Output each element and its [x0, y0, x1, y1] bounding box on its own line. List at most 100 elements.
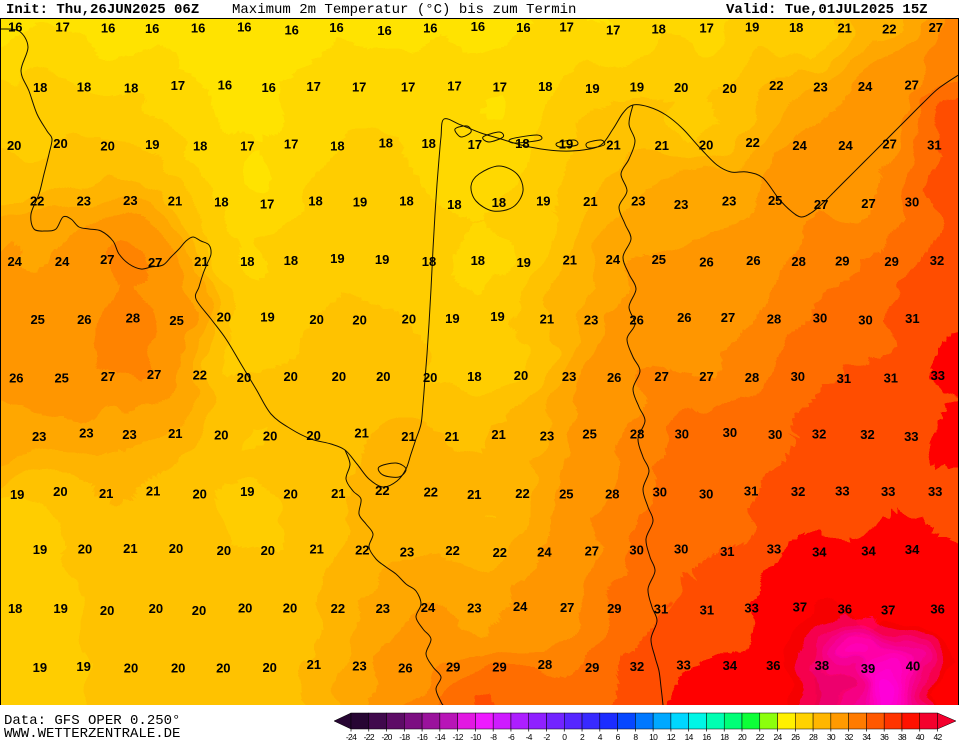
svg-text:16: 16 [145, 21, 159, 36]
svg-text:23: 23 [631, 194, 645, 209]
svg-text:23: 23 [352, 658, 366, 673]
svg-text:20: 20 [722, 81, 736, 96]
svg-text:31: 31 [884, 371, 898, 386]
svg-text:21: 21 [467, 487, 481, 502]
svg-text:17: 17 [240, 139, 254, 154]
svg-text:27: 27 [814, 197, 828, 212]
svg-text:22: 22 [745, 135, 759, 150]
svg-text:12: 12 [667, 732, 676, 741]
svg-text:28: 28 [767, 311, 781, 326]
svg-text:30: 30 [699, 487, 713, 502]
svg-text:20: 20 [171, 660, 185, 675]
svg-text:36: 36 [838, 602, 852, 617]
svg-text:25: 25 [652, 252, 666, 267]
svg-text:33: 33 [835, 484, 849, 499]
svg-text:40: 40 [906, 659, 920, 674]
svg-text:24: 24 [55, 254, 70, 269]
svg-text:23: 23 [584, 313, 598, 328]
svg-text:38: 38 [815, 658, 829, 673]
svg-text:27: 27 [147, 367, 161, 382]
svg-text:22: 22 [355, 543, 369, 558]
svg-text:30: 30 [827, 732, 836, 741]
svg-text:19: 19 [445, 311, 459, 326]
svg-text:27: 27 [699, 369, 713, 384]
svg-text:17: 17 [352, 80, 366, 95]
svg-text:16: 16 [191, 21, 205, 36]
svg-text:23: 23 [32, 429, 46, 444]
svg-text:24: 24 [606, 252, 621, 267]
svg-text:28: 28 [745, 370, 759, 385]
svg-text:16: 16 [284, 22, 298, 37]
svg-text:19: 19 [516, 255, 530, 270]
svg-text:24: 24 [858, 79, 873, 94]
svg-text:23: 23 [77, 194, 91, 209]
svg-text:-20: -20 [381, 732, 392, 741]
svg-text:19: 19 [353, 194, 367, 209]
svg-text:26: 26 [629, 313, 643, 328]
svg-text:20: 20 [332, 369, 346, 384]
svg-text:18: 18 [492, 195, 506, 210]
svg-text:19: 19 [330, 251, 344, 266]
svg-text:22: 22 [30, 193, 44, 208]
svg-text:23: 23 [79, 426, 93, 441]
svg-text:27: 27 [721, 310, 735, 325]
svg-text:21: 21 [491, 427, 505, 442]
svg-text:33: 33 [676, 657, 690, 672]
svg-text:21: 21 [99, 486, 113, 501]
svg-text:30: 30 [674, 542, 688, 557]
svg-text:31: 31 [654, 602, 668, 617]
svg-text:21: 21 [168, 194, 182, 209]
svg-text:17: 17 [559, 20, 573, 35]
svg-text:21: 21 [606, 137, 620, 152]
svg-text:18: 18 [789, 20, 803, 35]
svg-text:19: 19 [76, 659, 90, 674]
svg-text:21: 21 [194, 254, 208, 269]
svg-text:17: 17 [468, 137, 482, 152]
svg-text:21: 21 [307, 657, 321, 672]
svg-text:34: 34 [723, 658, 738, 673]
svg-text:17: 17 [55, 19, 69, 34]
svg-text:23: 23 [813, 80, 827, 95]
svg-text:-8: -8 [490, 732, 497, 741]
svg-text:22: 22 [493, 545, 507, 560]
svg-text:18: 18 [124, 81, 138, 96]
svg-text:20: 20 [674, 80, 688, 95]
svg-text:24: 24 [774, 732, 783, 741]
svg-text:17: 17 [260, 197, 274, 212]
svg-text:21: 21 [401, 429, 415, 444]
svg-text:23: 23 [562, 369, 576, 384]
svg-text:29: 29 [835, 254, 849, 269]
svg-text:26: 26 [746, 253, 760, 268]
svg-text:16: 16 [377, 23, 391, 38]
svg-text:23: 23 [674, 197, 688, 212]
svg-text:20: 20 [263, 429, 277, 444]
svg-text:21: 21 [168, 426, 182, 441]
svg-text:19: 19 [260, 310, 274, 325]
svg-text:29: 29 [446, 660, 460, 675]
svg-text:29: 29 [585, 660, 599, 675]
svg-text:-12: -12 [453, 732, 464, 741]
svg-text:22: 22 [445, 543, 459, 558]
svg-text:21: 21 [655, 138, 669, 153]
svg-text:-2: -2 [543, 732, 550, 741]
svg-text:18: 18 [720, 732, 729, 741]
svg-text:18: 18 [193, 139, 207, 154]
svg-text:22: 22 [193, 368, 207, 383]
svg-text:16: 16 [218, 78, 232, 93]
svg-text:20: 20 [100, 139, 114, 154]
svg-text:19: 19 [53, 601, 67, 616]
svg-text:27: 27 [585, 544, 599, 559]
svg-text:32: 32 [812, 426, 826, 441]
svg-text:20: 20 [7, 138, 21, 153]
svg-text:20: 20 [53, 136, 67, 151]
svg-text:20: 20 [262, 660, 276, 675]
svg-text:30: 30 [813, 311, 827, 326]
svg-text:31: 31 [720, 544, 734, 559]
svg-text:39: 39 [861, 661, 875, 676]
svg-text:23: 23 [376, 601, 390, 616]
svg-text:-18: -18 [399, 732, 410, 741]
svg-text:18: 18 [308, 194, 322, 209]
svg-text:16: 16 [471, 19, 485, 34]
svg-text:19: 19 [33, 542, 47, 557]
svg-text:33: 33 [928, 484, 942, 499]
